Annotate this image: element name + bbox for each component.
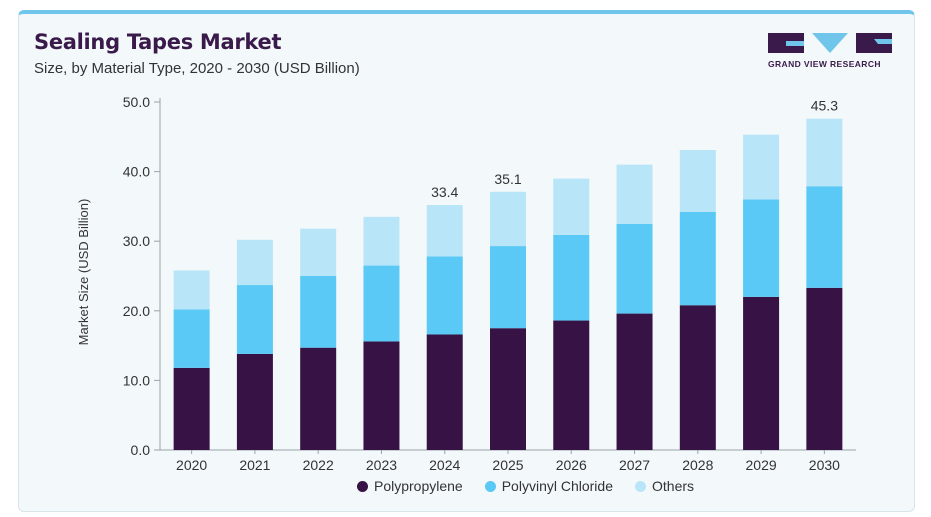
bar-segment-others: [236, 239, 273, 286]
bar-segment-polypropylene: [236, 353, 273, 450]
bar-segment-polypropylene: [490, 328, 526, 450]
legend-swatch: [356, 480, 368, 492]
legend-swatch: [635, 480, 646, 492]
x-tick-label: 2023: [366, 457, 397, 473]
bar-segment-polypropylene: [806, 287, 843, 450]
bar-segment-polyvinyl-chloride: [426, 256, 463, 335]
x-tick-label: 2026: [556, 457, 587, 473]
bar-segment-others: [743, 134, 780, 200]
x-tick-label: 2029: [746, 457, 777, 473]
x-tick-label: 2020: [176, 457, 207, 473]
bar-segment-others: [679, 150, 716, 212]
bar-segment-polyvinyl-chloride: [553, 234, 590, 321]
legend-label: Polyvinyl Chloride: [501, 478, 613, 494]
legend-swatch: [484, 480, 496, 492]
bar-segment-polypropylene: [743, 296, 780, 450]
bar-segment-polyvinyl-chloride: [616, 223, 653, 314]
bar-segment-polypropylene: [173, 367, 210, 450]
bar-segment-polyvinyl-chloride: [363, 265, 400, 342]
y-axis-label: Market Size (USD Billion): [76, 199, 91, 346]
x-tick-label: 2022: [303, 457, 334, 473]
bar-segment-polypropylene: [679, 305, 716, 450]
bar-segment-others: [426, 205, 463, 257]
logo-text: GRAND VIEW RESEARCH: [768, 59, 881, 69]
bar-segment-others: [300, 228, 337, 276]
y-tick-label: 40.0: [123, 164, 150, 180]
company-logo: GRAND VIEW RESEARCH: [768, 33, 893, 73]
data-label: 33.4: [431, 184, 458, 200]
bar-segment-polyvinyl-chloride: [173, 309, 210, 368]
bar-segment-polypropylene: [553, 320, 590, 450]
x-tick-label: 2030: [809, 457, 840, 473]
data-label: 45.3: [811, 98, 838, 114]
bar-segment-polypropylene: [300, 347, 337, 450]
data-label: 35.1: [494, 171, 521, 187]
bar-segment-polyvinyl-chloride: [490, 246, 526, 329]
legend-item-polyvinyl-chloride: Polyvinyl Chloride: [484, 478, 613, 494]
bar-segment-others: [553, 178, 590, 235]
legend-label: Polypropylene: [373, 478, 463, 494]
x-tick-label: 2027: [619, 457, 650, 473]
y-tick-label: 50.0: [123, 94, 150, 110]
y-tick-label: 10.0: [123, 372, 150, 388]
bar-segment-others: [490, 191, 526, 247]
x-tick-label: 2021: [239, 457, 270, 473]
x-tick-label: 2025: [492, 457, 523, 473]
x-tick-label: 2024: [429, 457, 460, 473]
bar-segment-polyvinyl-chloride: [743, 199, 780, 297]
chart-legend: Polypropylene Polyvinyl Chloride Others: [0, 478, 931, 494]
bar-segment-others: [363, 216, 400, 266]
bar-segment-polyvinyl-chloride: [236, 285, 273, 354]
legend-item-others: Others: [635, 478, 694, 494]
bar-segment-polypropylene: [363, 341, 400, 450]
bar-segment-polypropylene: [616, 313, 653, 450]
logo-mark-icon: [768, 33, 892, 53]
bar-segment-others: [173, 270, 210, 310]
legend-label: Others: [652, 478, 695, 494]
chart-title: Sealing Tapes Market: [34, 30, 282, 54]
y-tick-label: 30.0: [123, 233, 150, 249]
bar-segment-others: [616, 164, 653, 224]
x-tick-label: 2028: [682, 457, 713, 473]
bar-segment-others: [806, 118, 843, 187]
bar-segment-polyvinyl-chloride: [300, 276, 337, 348]
bar-segment-polyvinyl-chloride: [806, 186, 843, 288]
bar-segment-polyvinyl-chloride: [679, 211, 716, 306]
y-tick-label: 20.0: [123, 303, 150, 319]
legend-item-polypropylene: Polypropylene: [356, 478, 463, 494]
bar-segment-polypropylene: [426, 334, 463, 450]
y-tick-label: 0.0: [131, 442, 151, 458]
chart-subtitle: Size, by Material Type, 2020 - 2030 (USD…: [34, 60, 360, 77]
